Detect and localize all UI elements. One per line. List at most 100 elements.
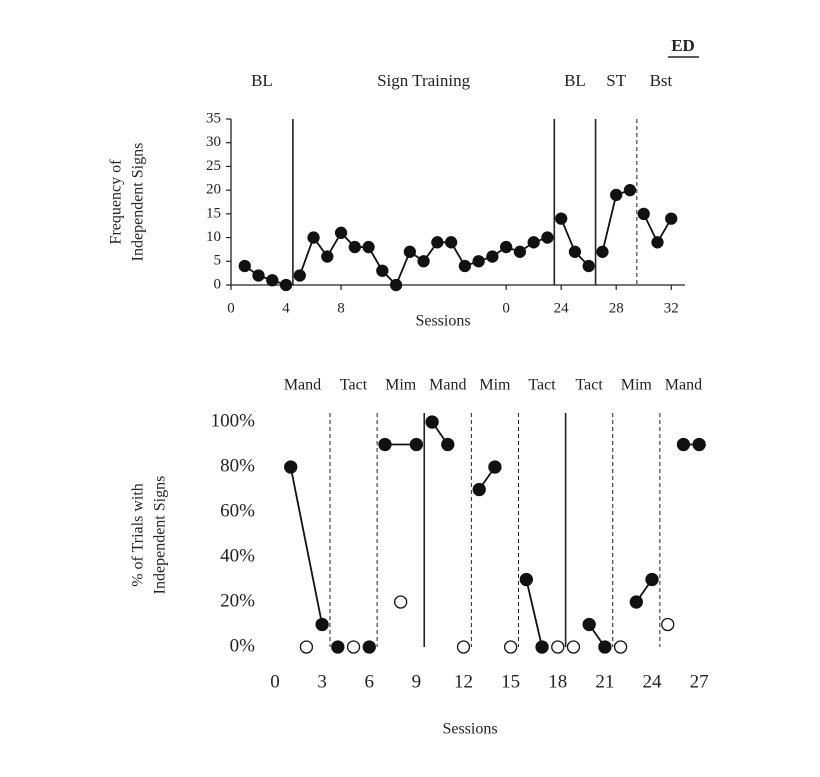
filled-point [389,278,403,292]
phase-label: Bst [650,71,673,90]
phase-label: Tact [528,377,556,394]
x-axis-label: Sessions [415,313,470,330]
x-tick-label: 32 [664,300,679,316]
filled-point [362,240,375,254]
filled-point [378,437,392,452]
filled-point [488,460,502,474]
x-tick-label: 21 [595,671,614,692]
filled-point [598,640,612,654]
filled-point [692,437,706,452]
filled-point [293,269,306,282]
filled-point [238,259,251,273]
y-tick-label: 80% [220,455,255,476]
filled-point [596,245,609,258]
x-tick-label: 4 [282,300,290,316]
filled-point [637,207,650,221]
filled-point [334,226,348,239]
x-tick-label: 28 [609,300,624,316]
phase-label: Mand [429,377,466,394]
y-tick-label: 25 [206,158,221,174]
y-tick-label: 100% [211,410,256,431]
open-point [346,640,361,654]
filled-point [307,231,320,244]
filled-point [362,640,376,654]
phase-label: Tact [576,377,604,394]
open-point [299,640,314,654]
filled-point [472,255,485,268]
phase-label: Mim [385,377,417,394]
x-tick-label: 18 [548,671,567,692]
phase-label: ST [606,71,626,90]
filled-point [348,240,361,254]
filled-point [555,212,568,225]
y-tick-label: 60% [220,500,255,521]
x-tick-label: 27 [690,671,709,692]
filled-point [535,640,549,654]
y-tick-label: 40% [220,545,255,566]
filled-point [629,595,643,609]
filled-point [486,250,499,263]
y-tick-label: 10 [206,229,221,245]
x-tick-label: 8 [337,300,345,316]
phase-label: Mand [665,377,702,394]
x-tick-label: 3 [317,671,327,692]
filled-point [279,278,293,292]
y-axis-label: Frequency of [108,159,125,245]
phase-label: Mim [479,377,511,394]
filled-point [541,231,554,244]
filled-point [610,188,623,202]
x-tick-label: 12 [454,671,473,692]
filled-point [519,572,533,587]
filled-point [252,269,265,282]
y-tick-label: 20% [220,590,255,611]
open-point [566,640,581,654]
filled-point [331,640,345,654]
y-tick-label: 15 [206,205,221,221]
filled-point [665,212,678,225]
y-tick-label: 0% [230,635,256,656]
phase-label: BL [251,71,273,90]
y-axis-label: % of Trials with [130,483,147,587]
open-point [503,640,518,654]
filled-point [315,617,329,632]
filled-point [441,437,455,452]
phase-label: Tact [340,377,368,394]
y-tick-label: 0 [214,276,222,292]
open-point [456,640,471,654]
series-line [525,579,543,648]
x-tick-label: 0 [227,300,235,316]
series-line [244,265,287,286]
filled-point [568,245,582,258]
phase-label: Mim [621,377,653,394]
filled-point [582,259,595,273]
x-tick-label: 6 [365,671,375,692]
x-tick-label: 0 [270,671,280,692]
x-tick-label: 15 [501,671,520,692]
phase-label: Mand [284,377,321,394]
phase-label: Sign Training [377,71,471,90]
filled-point [513,245,527,258]
x-tick-label: 0 [502,300,510,316]
series-line [289,466,324,625]
y-tick-label: 20 [206,182,221,198]
filled-point [458,259,472,273]
open-point [613,640,628,654]
y-axis-label: Independent Signs [152,476,169,595]
condition-label: ED [671,36,695,55]
filled-point [623,183,637,197]
filled-point [425,415,439,429]
filled-point [676,437,691,452]
open-point [551,640,565,654]
filled-point [403,245,416,258]
phase-label: BL [564,71,586,90]
filled-point [651,236,664,249]
filled-point [409,437,424,452]
y-tick-label: 5 [214,253,222,269]
filled-point [376,264,389,277]
open-point [394,595,408,609]
filled-point [266,274,279,287]
x-tick-label: 24 [554,300,570,316]
x-tick-label: 24 [643,671,663,692]
